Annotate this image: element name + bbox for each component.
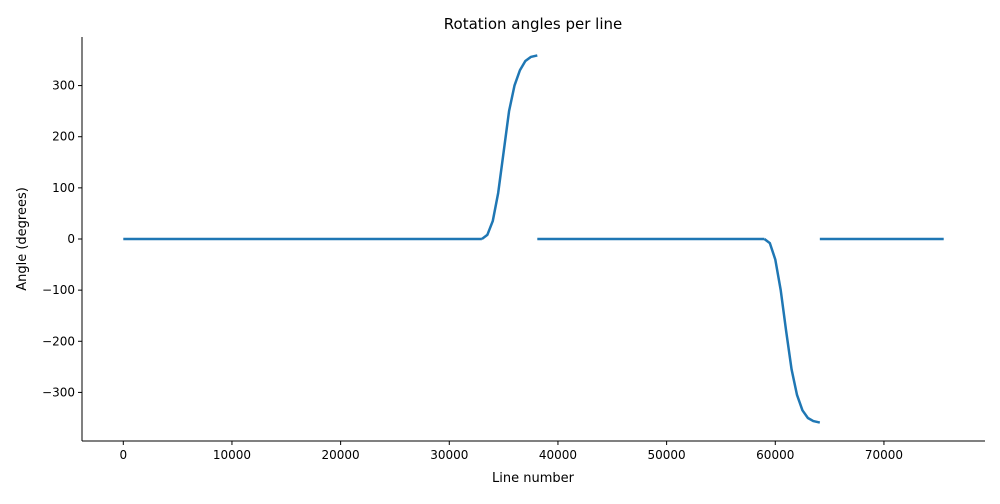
y-tick-label: 100 bbox=[52, 181, 75, 195]
x-tick-label: 30000 bbox=[430, 448, 468, 462]
y-tick-label: −100 bbox=[42, 283, 75, 297]
chart-title: Rotation angles per line bbox=[444, 15, 622, 33]
x-tick-label: 0 bbox=[119, 448, 127, 462]
x-tick-label: 10000 bbox=[213, 448, 251, 462]
x-tick-label: 70000 bbox=[865, 448, 903, 462]
x-tick-label: 50000 bbox=[648, 448, 686, 462]
x-tick-label: 60000 bbox=[756, 448, 794, 462]
x-axis-ticks: 0 10000 20000 30000 40000 50000 60000 70000 bbox=[119, 441, 903, 462]
y-tick-label: −300 bbox=[42, 385, 75, 399]
y-tick-label: 200 bbox=[52, 130, 75, 144]
x-axis-label: Line number bbox=[492, 471, 575, 486]
series-layer bbox=[123, 54, 944, 424]
y-axis-label: Angle (degrees) bbox=[15, 187, 30, 291]
series-line-segment bbox=[763, 238, 821, 424]
y-tick-label: 300 bbox=[52, 79, 75, 93]
x-tick-label: 40000 bbox=[539, 448, 577, 462]
y-tick-label: 0 bbox=[67, 232, 75, 246]
series-line-segment bbox=[481, 54, 538, 240]
y-axis-ticks: −300 −200 −100 0 100 200 300 bbox=[42, 79, 82, 399]
x-tick-label: 20000 bbox=[322, 448, 360, 462]
y-tick-label: −200 bbox=[42, 334, 75, 348]
